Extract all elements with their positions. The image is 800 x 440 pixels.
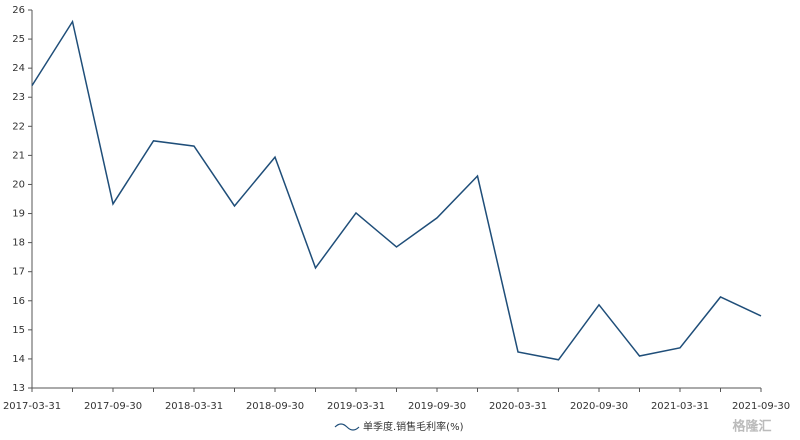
line xyxy=(31,19,762,361)
legend-swatch xyxy=(334,423,360,431)
x-tick-label: 2019-09-30 xyxy=(408,401,466,412)
y-tick-label: 13 xyxy=(12,383,25,394)
y-tick-label: 17 xyxy=(12,267,25,278)
y-tick-label: 21 xyxy=(12,150,25,161)
x-tick-label: 2021-03-31 xyxy=(651,401,709,412)
y-tick-label: 19 xyxy=(12,209,25,220)
y-tick-label: 18 xyxy=(12,238,25,249)
y-tick-label: 23 xyxy=(12,92,25,103)
watermark: 格隆汇 xyxy=(732,419,771,435)
x-tick-label: 2021-09-30 xyxy=(732,401,790,412)
y-tick-label: 16 xyxy=(12,296,25,307)
y-tick-label: 26 xyxy=(12,5,25,16)
y-tick-label: 22 xyxy=(12,121,25,132)
y-tick-label: 25 xyxy=(12,34,25,45)
y-tick-label: 14 xyxy=(12,354,25,365)
x-tick-label: 2018-03-31 xyxy=(165,401,223,412)
y-tick-label: 15 xyxy=(12,325,25,336)
x-tick-label: 2018-09-30 xyxy=(246,401,304,412)
legend-label: 单季度.销售毛利率(%) xyxy=(363,420,464,433)
y-tick-label: 24 xyxy=(12,63,25,74)
x-tick-label: 2017-03-31 xyxy=(3,401,61,412)
x-tick-label: 2019-03-31 xyxy=(327,401,385,412)
y-tick-label: 20 xyxy=(12,179,25,190)
x-tick-label: 2020-03-31 xyxy=(489,401,547,412)
x-tick-label: 2017-09-30 xyxy=(84,401,142,412)
x-tick-label: 2020-09-30 xyxy=(570,401,628,412)
